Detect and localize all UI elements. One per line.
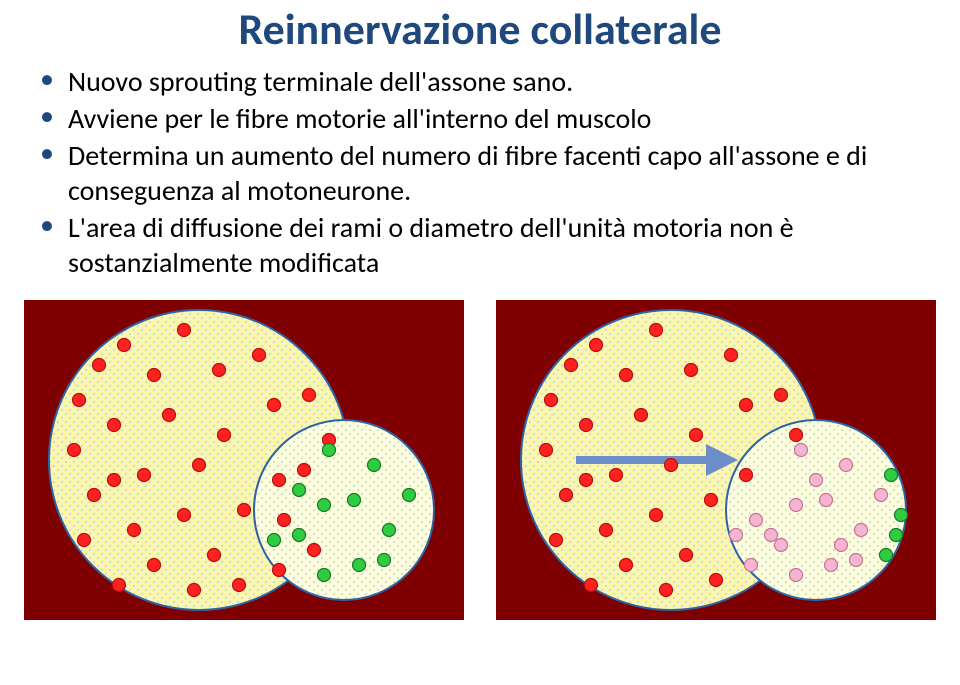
page-title: Reinnervazione collaterale (0, 2, 960, 56)
bullet-item: Avviene per le fibre motorie all'interno… (40, 101, 960, 136)
left-diagram (24, 300, 464, 620)
bullet-item: L'area di diffusione dei rami o diametro… (40, 210, 960, 280)
diagram-row (0, 300, 960, 620)
right-diagram (496, 300, 936, 620)
bullet-item: Nuovo sprouting terminale dell'assone sa… (40, 64, 960, 99)
bullet-list: Nuovo sprouting terminale dell'assone sa… (0, 64, 960, 280)
bullet-item: Determina un aumento del numero di fibre… (40, 138, 960, 208)
